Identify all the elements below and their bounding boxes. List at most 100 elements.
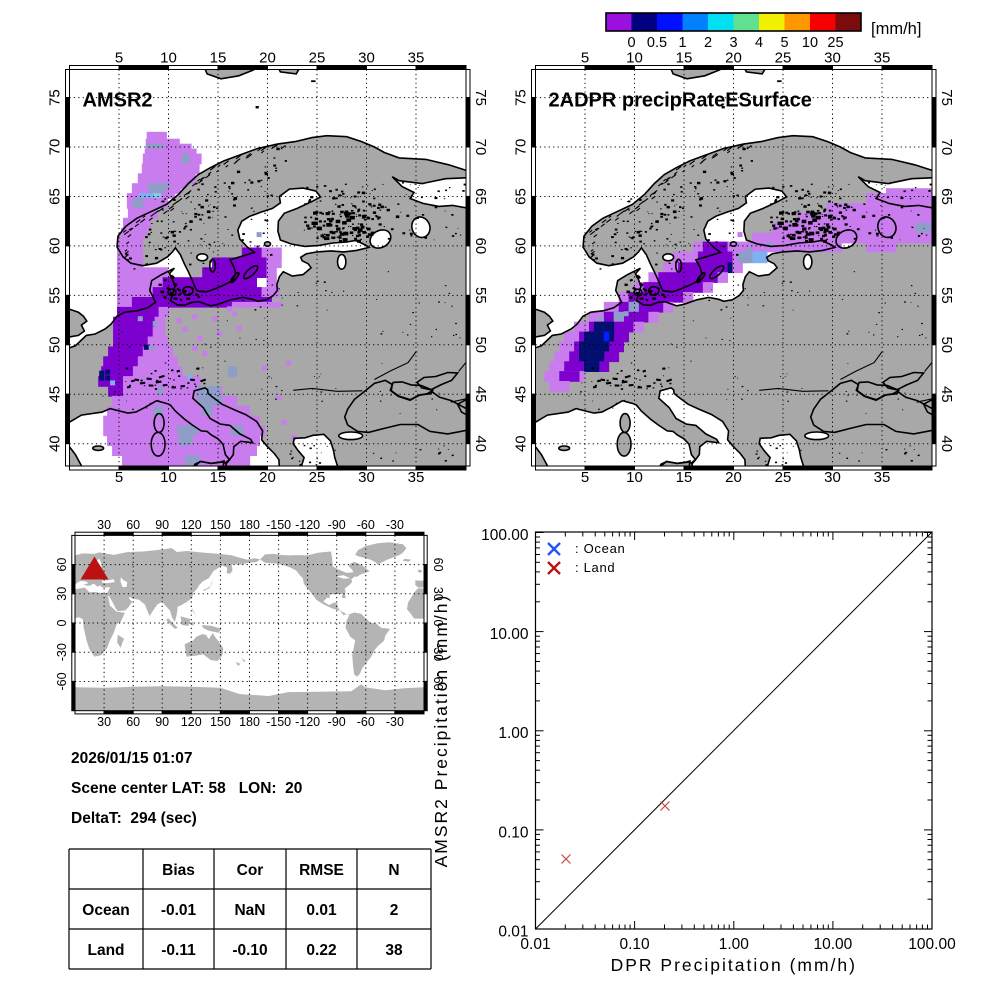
svg-text:75: 75 — [513, 89, 530, 106]
svg-text:75: 75 — [472, 89, 489, 106]
svg-text:-0.01: -0.01 — [161, 902, 197, 919]
svg-text:70: 70 — [513, 139, 530, 156]
svg-text:0.01: 0.01 — [520, 936, 550, 953]
svg-text:100.00: 100.00 — [908, 936, 956, 953]
svg-text:35: 35 — [874, 469, 891, 486]
svg-text:60: 60 — [126, 518, 140, 532]
svg-text:60: 60 — [126, 715, 140, 729]
svg-text:5: 5 — [780, 35, 788, 51]
svg-text:75: 75 — [47, 89, 64, 106]
svg-text:0.01: 0.01 — [498, 924, 528, 941]
svg-text:20: 20 — [259, 50, 276, 67]
svg-text:AMSR2: AMSR2 — [83, 90, 153, 112]
svg-text:50: 50 — [513, 336, 530, 353]
svg-text:55: 55 — [513, 287, 530, 304]
svg-text:10: 10 — [802, 35, 818, 51]
svg-text:-30: -30 — [55, 643, 69, 661]
svg-text:40: 40 — [472, 435, 489, 452]
svg-text:-30: -30 — [386, 715, 404, 729]
svg-text:Land: Land — [87, 942, 124, 959]
svg-text:-150: -150 — [266, 518, 291, 532]
svg-text:DPR Precipitation (mm/h): DPR Precipitation (mm/h) — [611, 955, 857, 975]
svg-text:35: 35 — [408, 469, 425, 486]
svg-text:2ADPR precipRateESurface: 2ADPR precipRateESurface — [549, 90, 812, 112]
svg-text:60: 60 — [47, 238, 64, 255]
svg-text:30: 30 — [431, 587, 445, 601]
svg-text:20: 20 — [725, 469, 742, 486]
svg-text:2026/01/15 01:07: 2026/01/15 01:07 — [71, 750, 193, 767]
svg-text:35: 35 — [408, 50, 425, 67]
svg-text:40: 40 — [513, 435, 530, 452]
svg-text:-90: -90 — [328, 715, 346, 729]
svg-text:30: 30 — [824, 50, 841, 67]
svg-text:60: 60 — [55, 558, 69, 572]
svg-text:55: 55 — [472, 287, 489, 304]
svg-text:180: 180 — [239, 518, 260, 532]
svg-text:50: 50 — [472, 336, 489, 353]
svg-text:[mm/h]: [mm/h] — [871, 20, 921, 38]
svg-text:1: 1 — [678, 35, 686, 51]
svg-text:20: 20 — [725, 50, 742, 67]
svg-text:150: 150 — [210, 518, 231, 532]
svg-text:15: 15 — [676, 50, 693, 67]
svg-text:45: 45 — [47, 386, 64, 403]
svg-text:25: 25 — [309, 469, 326, 486]
svg-text:-90: -90 — [328, 518, 346, 532]
svg-text:60: 60 — [938, 238, 955, 255]
svg-text:10.00: 10.00 — [814, 936, 853, 953]
svg-text:30: 30 — [97, 518, 111, 532]
svg-text:1.00: 1.00 — [498, 725, 529, 742]
svg-text:AMSR2 Precipitation (mm/h): AMSR2 Precipitation (mm/h) — [431, 594, 451, 868]
svg-text:4: 4 — [755, 35, 763, 51]
svg-text:5: 5 — [115, 469, 123, 486]
svg-text:120: 120 — [181, 518, 202, 532]
svg-text:75: 75 — [938, 89, 955, 106]
svg-text:25: 25 — [827, 35, 843, 51]
svg-text:-0.11: -0.11 — [161, 942, 196, 959]
svg-text:0.22: 0.22 — [306, 942, 336, 959]
svg-text:5: 5 — [581, 469, 589, 486]
svg-text:30: 30 — [55, 587, 69, 601]
svg-text:55: 55 — [47, 287, 64, 304]
svg-text:Scene center LAT: 58 LON: 2: Scene center LAT: 58 LON: 20 — [71, 780, 302, 797]
svg-text:30: 30 — [97, 715, 111, 729]
svg-text:65: 65 — [513, 188, 530, 205]
svg-text:55: 55 — [938, 287, 955, 304]
svg-text:180: 180 — [239, 715, 260, 729]
svg-text:RMSE: RMSE — [299, 862, 344, 879]
svg-text:15: 15 — [676, 469, 693, 486]
svg-text:NaN: NaN — [234, 902, 265, 919]
svg-text:15: 15 — [210, 50, 227, 67]
svg-text:-120: -120 — [295, 715, 320, 729]
svg-text:0: 0 — [431, 620, 445, 627]
svg-text:10: 10 — [160, 469, 177, 486]
svg-text:70: 70 — [472, 139, 489, 156]
svg-text:-150: -150 — [266, 715, 291, 729]
svg-text:100.00: 100.00 — [481, 527, 529, 544]
svg-text:0.10: 0.10 — [498, 824, 529, 841]
svg-text:30: 30 — [358, 469, 375, 486]
svg-text:30: 30 — [358, 50, 375, 67]
svg-text:65: 65 — [472, 188, 489, 205]
svg-text:90: 90 — [155, 715, 169, 729]
svg-text:40: 40 — [938, 435, 955, 452]
svg-text:N: N — [388, 862, 399, 879]
svg-text:70: 70 — [938, 139, 955, 156]
svg-text:50: 50 — [938, 336, 955, 353]
svg-text:35: 35 — [874, 50, 891, 67]
svg-text:120: 120 — [181, 715, 202, 729]
svg-text:-60: -60 — [55, 672, 69, 690]
svg-text:-30: -30 — [431, 643, 445, 661]
svg-text:Cor: Cor — [237, 862, 264, 879]
svg-text:Ocean: Ocean — [82, 902, 129, 919]
svg-text:3: 3 — [729, 35, 737, 51]
svg-text:45: 45 — [513, 386, 530, 403]
svg-text:Bias: Bias — [162, 862, 195, 879]
svg-text:70: 70 — [47, 139, 64, 156]
svg-text:2: 2 — [704, 35, 712, 51]
svg-text:60: 60 — [513, 238, 530, 255]
svg-text:5: 5 — [581, 50, 589, 67]
svg-text:15: 15 — [210, 469, 227, 486]
svg-text:20: 20 — [259, 469, 276, 486]
svg-text:: Ocean: : Ocean — [575, 541, 625, 556]
